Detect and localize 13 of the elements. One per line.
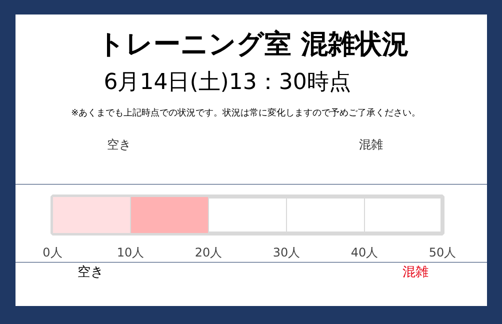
- x-tick-label: 50人: [428, 246, 456, 260]
- text: 混雑: [359, 138, 384, 152]
- text: 混雑: [402, 265, 428, 280]
- chart-title: トレーニング室 混雑状況: [98, 29, 409, 60]
- x-tick-label: 40人: [350, 246, 378, 260]
- x-tick-label: 30人: [272, 246, 300, 260]
- x-tick-label: 10人: [116, 246, 144, 260]
- x-tick-label: 20人: [194, 246, 222, 260]
- text: 空き: [106, 138, 131, 152]
- text: 空き: [77, 265, 104, 280]
- chart-subtitle: 6月14日(土)13：30時点: [104, 70, 351, 95]
- x-tick-label: 0人: [42, 246, 62, 260]
- text: ※あくまでも上記時点での状況です。状況は常に変化しますので予めご了承ください。: [71, 108, 421, 118]
